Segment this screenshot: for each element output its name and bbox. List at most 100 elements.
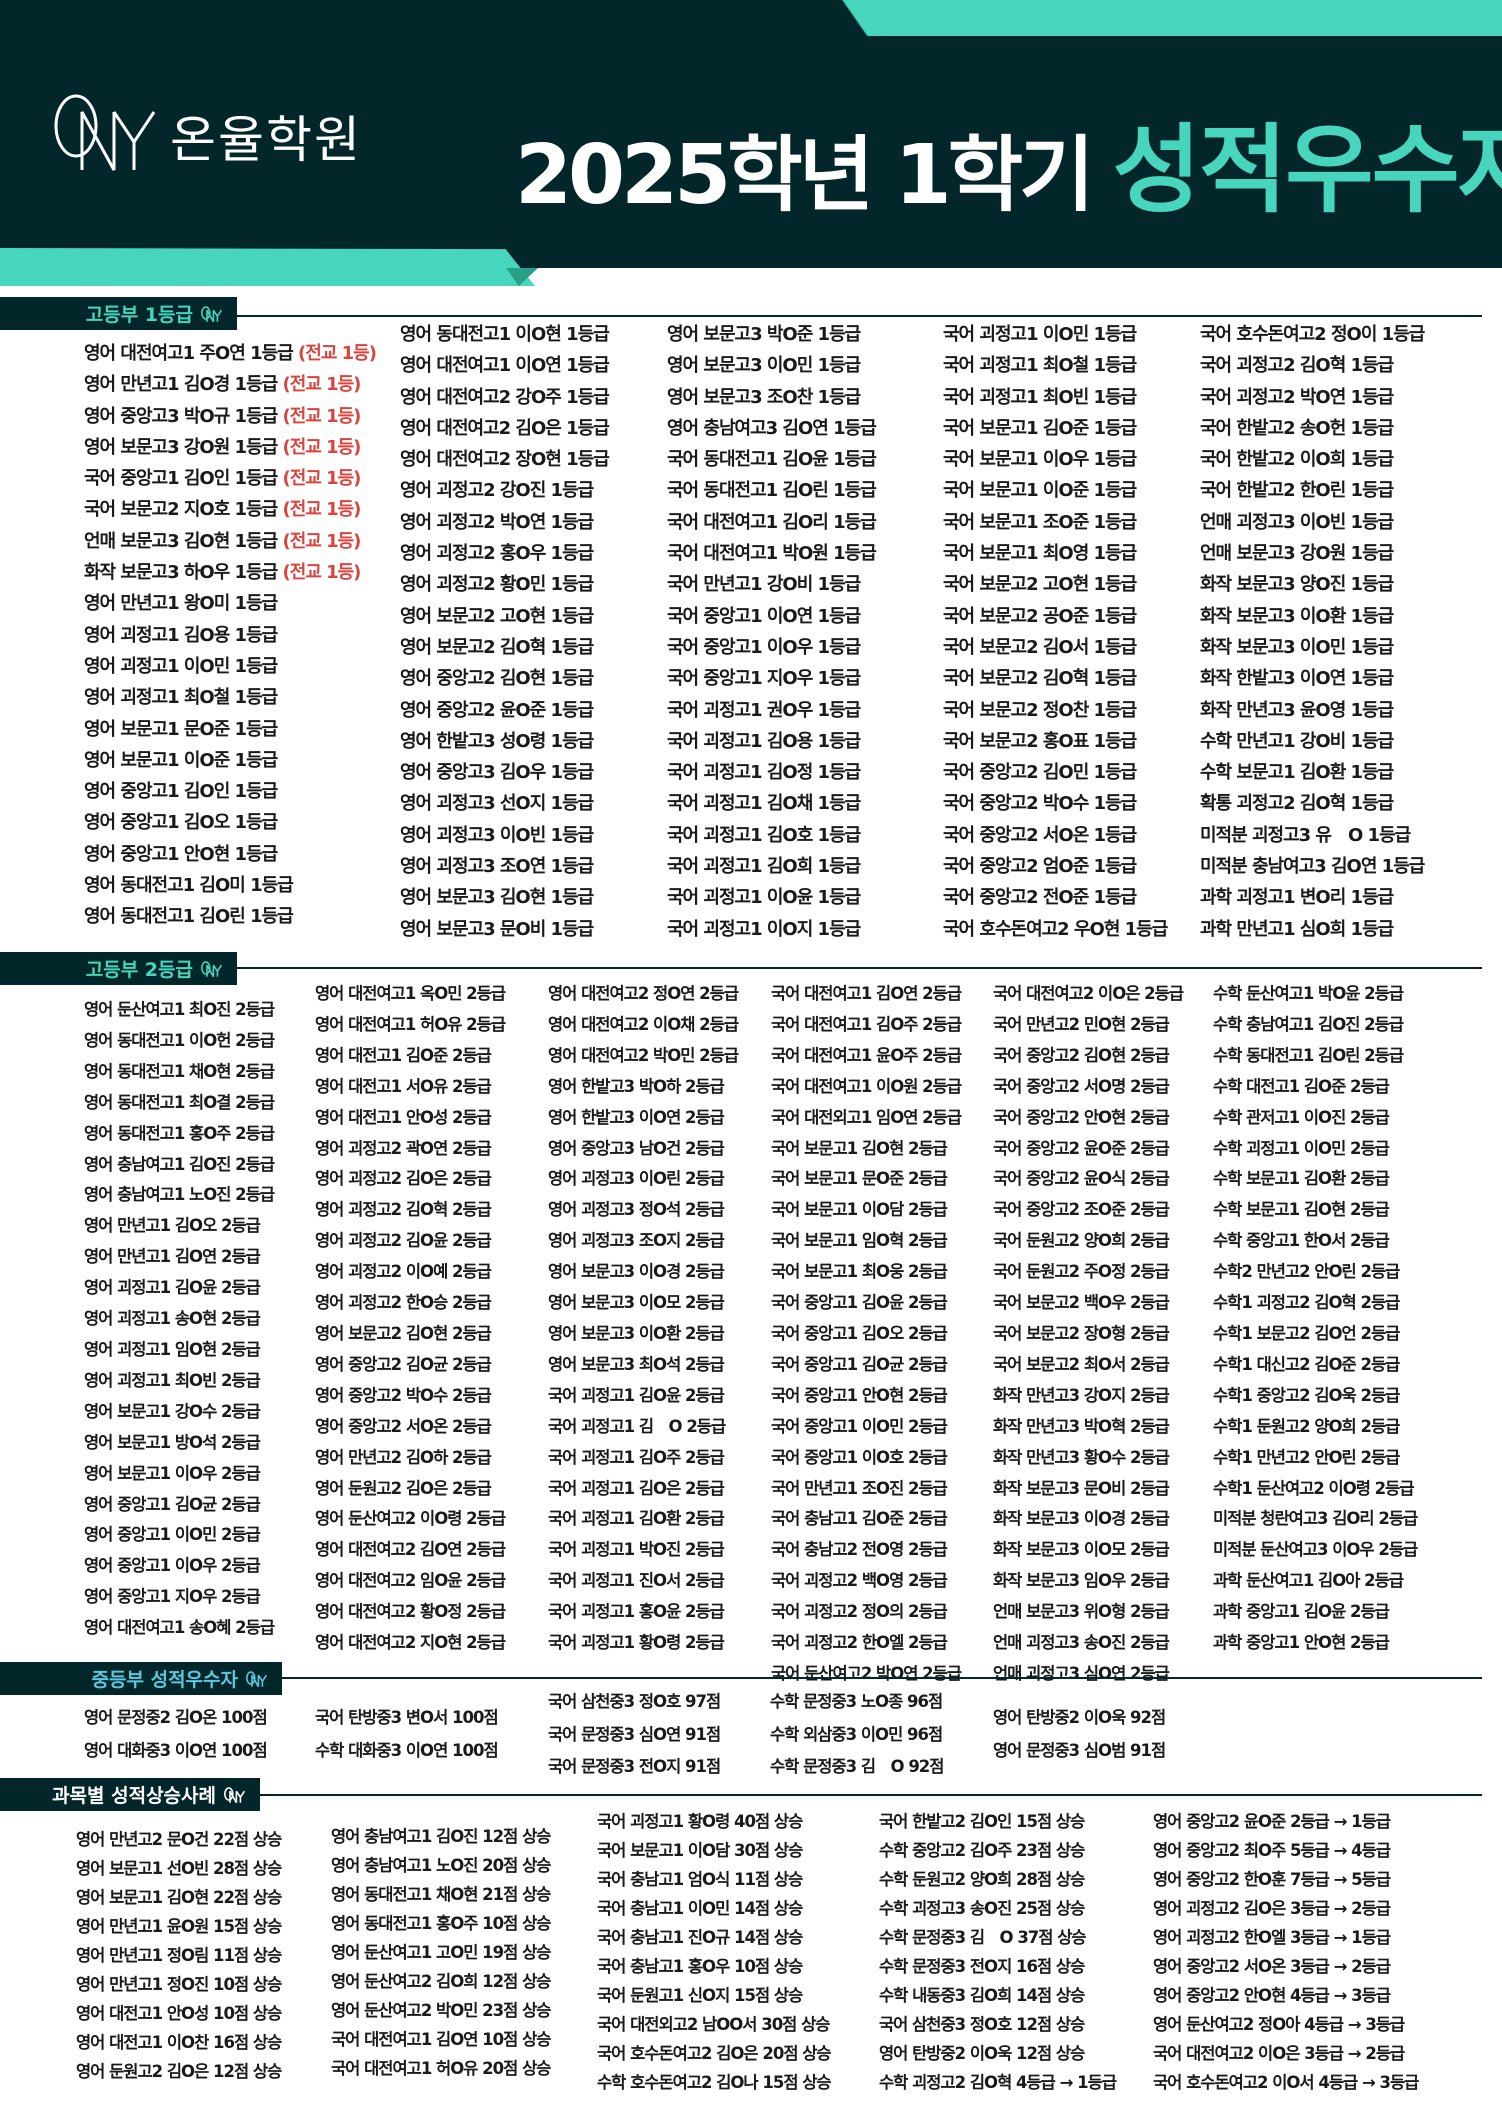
list-item: 국어 괴정고2 김O혁 1등급 — [1200, 355, 1394, 377]
list-item: 국어 중앙고2 김O민 1등급 — [943, 762, 1137, 784]
list-item: 영어 대전여고2 황O정 2등급 — [315, 1602, 506, 1622]
list-item: 영어 중앙고2 윤O준 2등급 → 1등급 — [1153, 1812, 1391, 1831]
list-item: 영어 괴정고2 박O연 1등급 — [400, 511, 594, 533]
list-item: 국어 대전여고1 김O주 2등급 — [771, 1014, 962, 1034]
list-item: 국어 괴정고1 김O희 1등급 — [667, 856, 861, 878]
list-item: 언매 괴정고3 송O진 2등급 — [993, 1633, 1170, 1653]
list-item: 국어 괴정고1 이O윤 1등급 — [667, 887, 861, 909]
list-item: 국어 삼천중3 정O호 12점 상승 — [879, 2015, 1085, 2034]
list-item: 국어 중앙고2 서O명 2등급 — [993, 1076, 1170, 1096]
list-item: 영어 대전여고2 임O윤 2등급 — [315, 1571, 506, 1591]
list-item: 영어 둔산여고2 박O민 23점 상승 — [331, 2001, 551, 2020]
list-item: 영어 보문고2 고O현 1등급 — [400, 605, 594, 627]
list-item: 영어 둔산여고1 고O민 19점 상승 — [331, 1943, 551, 1962]
list-item: 국어 둔원고2 양O희 2등급 — [993, 1231, 1170, 1251]
list-item: 영어 중앙고3 박O규 1등급 (전교 1등) — [84, 401, 376, 432]
list-item: 영어 보문고3 이O모 2등급 — [548, 1293, 725, 1313]
list-item: 국어 대전여고1 허O유 20점 상승 — [331, 2059, 551, 2078]
list-item: 영어 괴정고1 최O철 1등급 — [84, 682, 376, 713]
list-item: 과학 괴정고1 변O리 1등급 — [1200, 887, 1394, 909]
student-record: 영어 보문고1 문O준 1등급 — [84, 718, 278, 740]
list-item: 국어 괴정고1 김O환 2등급 — [548, 1509, 725, 1529]
list-item: 수학 괴정고2 김O혁 4등급 → 1등급 — [879, 2073, 1117, 2092]
list-item: 국어 괴정고1 권O우 1등급 — [667, 699, 861, 721]
list-item: 영어 충남여고1 김O진 2등급 — [84, 1154, 275, 1174]
list-item: 영어 괴정고2 김O은 2등급 — [315, 1169, 492, 1189]
list-item: 국어 중앙고2 윤O식 2등급 — [993, 1169, 1170, 1189]
onyul-logo-icon — [246, 1670, 268, 1687]
list-item: 국어 충남고1 김O준 2등급 — [771, 1509, 948, 1529]
list-item: 국어 괴정고1 김O주 2등급 — [548, 1447, 725, 1467]
list-item: 국어 중앙고1 이O민 2등급 — [771, 1416, 948, 1436]
list-item: 영어 둔원고2 김O은 2등급 — [315, 1478, 492, 1498]
list-item: 과학 중앙고1 김O윤 2등급 — [1213, 1602, 1390, 1622]
list-item: 국어 충남고1 진O규 14점 상승 — [597, 1928, 803, 1947]
list-item: 국어 보문고1 최O웅 2등급 — [771, 1262, 948, 1282]
list-item: 수학 만년고1 강O비 1등급 — [1200, 730, 1394, 752]
list-item: 국어 중앙고1 김O오 2등급 — [771, 1323, 948, 1343]
list-item: 영어 보문고1 이O우 2등급 — [84, 1463, 261, 1483]
list-item: 국어 문정중3 전O지 91점 — [548, 1757, 721, 1776]
list-item: 국어 보문고2 최O서 2등급 — [993, 1354, 1170, 1374]
list-item: 국어 대전여고1 김O연 10점 상승 — [331, 2030, 551, 2049]
section-divider — [237, 315, 1482, 317]
section-divider — [260, 1794, 1482, 1796]
list-item: 영어 중앙고1 지O우 2등급 — [84, 1587, 261, 1607]
list-item: 영어 보문고1 이O준 1등급 — [84, 745, 376, 776]
list-item: 미적분 청란여고3 김O리 2등급 — [1213, 1509, 1418, 1529]
list-item: 미적분 둔산여고3 이O우 2등급 — [1213, 1540, 1418, 1560]
list-item: 영어 보문고3 이O환 2등급 — [548, 1323, 725, 1343]
section-header-middle: 중등부 성적우수자 — [0, 1662, 282, 1695]
list-item: 수학1 둔산여고2 이O령 2등급 — [1213, 1478, 1415, 1498]
list-item: 영어 탄방중2 이O욱 92점 — [993, 1708, 1166, 1727]
list-item: 영어 보문고2 김O현 2등급 — [315, 1323, 492, 1343]
list-item: 영어 괴정고1 김O윤 2등급 — [84, 1278, 261, 1298]
list-item: 영어 한밭고3 성O령 1등급 — [400, 730, 594, 752]
list-item: 국어 중앙고2 전O준 1등급 — [943, 887, 1137, 909]
school-top-badge: (전교 1등) — [282, 499, 361, 521]
list-item: 국어 괴정고1 박O진 2등급 — [548, 1540, 725, 1560]
list-item: 영어 문정중2 김O온 100점 — [84, 1708, 268, 1727]
list-item: 영어 만년고1 정O진 10점 상승 — [76, 1975, 282, 1994]
onyul-logo-icon — [224, 1786, 246, 1803]
list-item: 영어 대전여고2 강O주 1등급 — [400, 386, 610, 408]
list-item: 국어 대전여고1 이O원 2등급 — [771, 1076, 962, 1096]
list-item: 국어 동대전고1 김O윤 1등급 — [667, 449, 877, 471]
section-header-high2: 고등부 2등급 — [0, 952, 237, 985]
list-column: 수학 둔산여고1 박O윤 2등급 수학 충남여고1 김O진 2등급 수학 동대전고1… — [1213, 979, 1418, 1659]
school-top-badge: (전교 1등) — [282, 436, 361, 458]
list-item: 화작 만년고3 황O수 2등급 — [993, 1447, 1170, 1467]
list-item: 영어 동대전고1 홍O주 2등급 — [84, 1123, 275, 1143]
list-item: 수학 문정중3 김 O 37점 상승 — [879, 1928, 1087, 1947]
list-item: 화작 보문고3 양O진 1등급 — [1200, 574, 1394, 596]
list-item: 영어 중앙고1 김O균 2등급 — [84, 1494, 261, 1514]
list-item: 국어 중앙고2 안O현 2등급 — [993, 1107, 1170, 1127]
list-item: 수학 문정중3 노O종 96점 — [770, 1692, 943, 1711]
section-header-improvement: 과목별 성적상승사례 — [0, 1778, 260, 1811]
list-item: 국어 괴정고1 최O철 1등급 — [943, 355, 1137, 377]
list-item: 영어 보문고2 김O혁 1등급 — [400, 636, 594, 658]
list-item: 국어 대전외고1 임O연 2등급 — [771, 1107, 962, 1127]
list-item: 국어 한밭고2 이O희 1등급 — [1200, 449, 1394, 471]
list-item: 국어 중앙고2 박O수 1등급 — [943, 793, 1137, 815]
student-record: 영어 대전여고1 주O연 1등급 — [84, 343, 294, 364]
list-item: 영어 괴정고2 곽O연 2등급 — [315, 1138, 492, 1158]
list-item: 영어 둔산여고2 정O아 4등급 → 3등급 — [1153, 2015, 1405, 2034]
list-column: 영어 충남여고1 김O진 12점 상승 영어 충남여고1 노O진 20점 상승 영어… — [331, 1822, 551, 2083]
list-item: 영어 보문고1 문O준 1등급 — [84, 714, 376, 745]
list-item: 국어 괴정고1 김O채 1등급 — [667, 793, 861, 815]
list-item: 영어 보문고1 선O빈 28점 상승 — [76, 1859, 282, 1878]
school-top-badge: (전교 1등) — [282, 530, 361, 552]
onyul-logo-icon — [201, 960, 223, 977]
list-column: 국어 괴정고1 황O령 40점 상승 국어 보문고1 이O담 30점 상승 국어 충… — [597, 1807, 832, 2097]
list-item: 화작 보문고3 이O환 1등급 — [1200, 605, 1394, 627]
list-item: 영어 대전여고1 송O혜 2등급 — [84, 1618, 275, 1638]
list-item: 국어 보문고1 최O영 1등급 — [943, 543, 1137, 565]
list-item: 수학 괴정고1 이O민 2등급 — [1213, 1138, 1390, 1158]
section-title: 고등부 1등급 — [85, 304, 193, 326]
student-record: 영어 중앙고3 박O규 1등급 — [84, 405, 278, 427]
list-item: 국어 괴정고1 홍O윤 2등급 — [548, 1602, 725, 1622]
list-item: 국어 보문고2 고O현 1등급 — [943, 574, 1137, 596]
list-item: 영어 충남여고1 김O진 12점 상승 — [331, 1827, 551, 1846]
list-item: 영어 중앙고2 최O주 5등급 → 4등급 — [1153, 1841, 1391, 1860]
